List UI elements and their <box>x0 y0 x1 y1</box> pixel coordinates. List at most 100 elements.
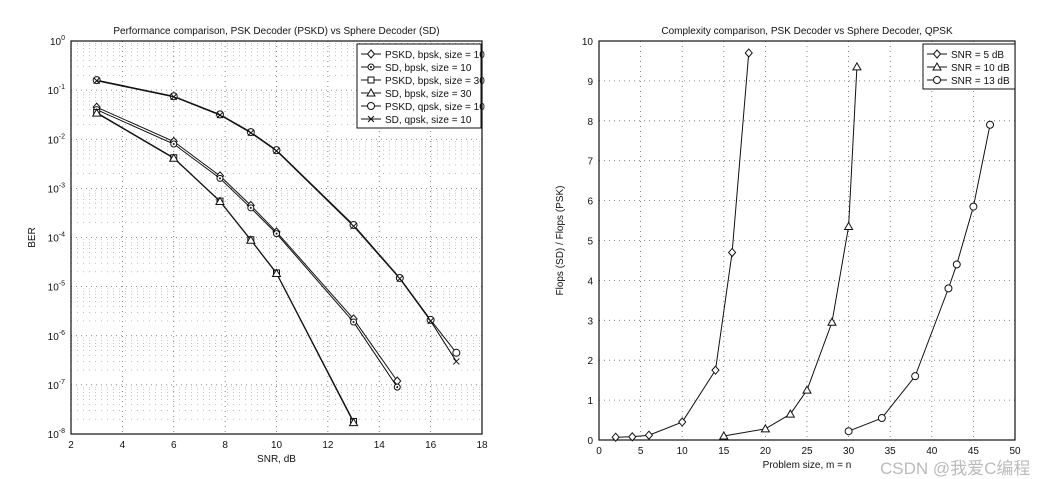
x-tick-label: 18 <box>476 440 488 451</box>
legend-entry: SNR = 13 dB <box>927 76 1010 87</box>
series-line <box>96 106 398 382</box>
marker-dot-center <box>218 177 221 180</box>
marker-diamond <box>628 432 637 442</box>
marker-dot-center <box>396 386 399 389</box>
marker-circle <box>877 414 886 423</box>
marker-triangle <box>802 385 812 394</box>
series-pskd-bpsk-size-10 <box>92 102 402 386</box>
marker-dot-center <box>275 232 278 235</box>
y-tick-label: 10-8 <box>48 428 65 441</box>
marker-diamond <box>644 430 654 440</box>
marker-x <box>350 222 357 230</box>
legend-entry: SNR = 10 dB <box>927 61 1010 74</box>
marker-triangle <box>760 423 771 433</box>
series-sd-qpsk-size-10 <box>93 77 460 365</box>
y-tick-label: 10 <box>582 37 594 48</box>
marker-diamond <box>611 432 620 442</box>
x-tick-label: 0 <box>596 446 602 457</box>
marker-triangle <box>827 317 837 326</box>
legend-entry: PSKD, bpsk, size = 30 <box>361 76 485 87</box>
legend-entry: PSKD, bpsk, size = 10 <box>361 49 485 61</box>
marker-triangle <box>215 196 225 206</box>
marker-circle <box>452 348 461 357</box>
x-tick-label: 4 <box>120 440 126 451</box>
series-sd-bpsk-size-10 <box>93 106 401 391</box>
marker-triangle <box>271 268 282 278</box>
x-axis-label: Problem size, m = n <box>763 460 852 471</box>
marker-circle <box>911 372 920 381</box>
marker-triangle <box>932 61 942 71</box>
y-axis-label: BER <box>27 227 38 248</box>
series-line <box>615 52 750 438</box>
marker-dot-center <box>172 143 175 146</box>
legend-label: SD, qpsk, size = 10 <box>385 115 472 126</box>
y-tick-label: 8 <box>587 117 593 128</box>
x-tick-label: 10 <box>271 440 283 451</box>
y-tick-label: 6 <box>587 197 593 208</box>
x-tick-label: 10 <box>677 446 689 457</box>
y-tick-label: 3 <box>587 316 593 327</box>
x-tick-label: 6 <box>171 440 177 451</box>
y-tick-label: 100 <box>50 35 65 48</box>
marker-diamond <box>744 48 753 58</box>
chart-title: Complexity comparison, PSK Decoder vs Sp… <box>661 26 953 37</box>
y-tick-label: 10-3 <box>48 182 65 195</box>
y-tick-label: 5 <box>587 237 593 248</box>
y-tick-label: 10-7 <box>48 379 65 392</box>
marker-circle <box>952 260 961 269</box>
x-tick-label: 14 <box>374 440 386 451</box>
marker-x <box>247 129 255 137</box>
marker-x <box>273 147 280 155</box>
marker-x <box>216 111 224 119</box>
legend-label: SD, bpsk, size = 30 <box>385 89 472 100</box>
watermark: CSDN @我爱C编程 <box>880 459 1031 478</box>
marker-diamond <box>932 49 942 59</box>
legend-label: SNR = 10 dB <box>951 63 1010 74</box>
legend-entry: SD, bpsk, size = 30 <box>361 87 472 100</box>
marker-triangle <box>245 235 256 244</box>
legend-entry: SNR = 5 dB <box>927 49 1004 61</box>
x-tick-label: 16 <box>425 440 437 451</box>
marker-circle <box>986 120 995 129</box>
marker-circle <box>844 427 853 436</box>
y-tick-label: 2 <box>587 356 593 367</box>
x-tick-label: 35 <box>885 446 897 457</box>
series-snr-10-db <box>718 61 862 440</box>
series-snr-13-db <box>844 120 995 436</box>
marker-triangle <box>785 409 796 418</box>
marker-x <box>367 115 375 123</box>
legend-entry: SD, qpsk, size = 10 <box>361 115 472 126</box>
marker-dot-center <box>370 66 372 68</box>
y-tick-label: 7 <box>587 157 593 168</box>
marker-x <box>170 93 178 101</box>
chart-title: Performance comparison, PSK Decoder (PSK… <box>113 26 439 37</box>
marker-dot-center <box>249 206 252 209</box>
marker-circle <box>349 220 358 229</box>
marker-triangle <box>91 108 102 117</box>
x-tick-label: 50 <box>1009 446 1021 457</box>
marker-triangle <box>366 87 376 97</box>
marker-circle <box>933 76 941 84</box>
legend-entry: SD, bpsk, size = 10 <box>361 63 472 74</box>
marker-circle <box>367 102 375 110</box>
marker-x <box>452 358 460 365</box>
x-tick-label: 25 <box>801 446 813 457</box>
series-line <box>96 112 355 423</box>
marker-square <box>367 76 375 84</box>
x-tick-label: 8 <box>222 440 228 451</box>
marker-triangle <box>348 417 359 427</box>
series-line <box>96 109 398 388</box>
y-tick-label: 10-2 <box>48 133 65 146</box>
legend-label: SNR = 13 dB <box>951 76 1010 87</box>
legend-box <box>356 43 482 129</box>
marker-diamond <box>711 365 720 375</box>
marker-diamond <box>727 247 737 258</box>
x-tick-label: 12 <box>322 440 334 451</box>
y-tick-label: 1 <box>587 396 593 407</box>
series-sd-bpsk-size-30 <box>91 108 359 427</box>
legend-label: SD, bpsk, size = 10 <box>385 63 472 74</box>
x-tick-label: 30 <box>843 446 855 457</box>
marker-x <box>396 275 404 283</box>
x-tick-label: 15 <box>718 446 730 457</box>
